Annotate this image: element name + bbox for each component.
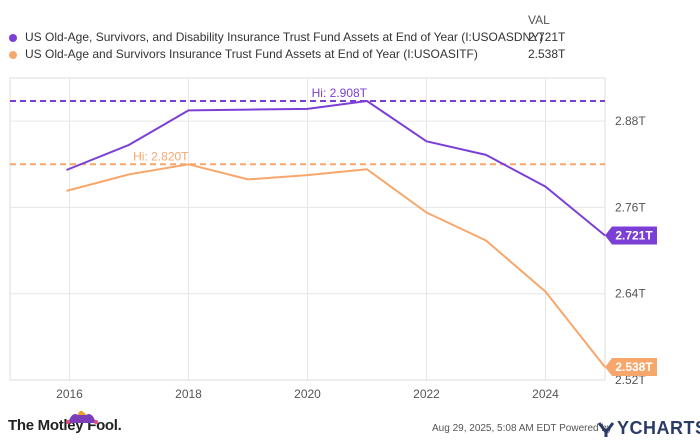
motley-fool-logo: The Motley Fool. bbox=[8, 417, 122, 434]
x-tick-label: 2022 bbox=[413, 387, 440, 401]
chart-footer: The Motley Fool. Aug 29, 2025, 5:08 AM E… bbox=[0, 405, 700, 443]
end-value-label: 2.538T bbox=[615, 360, 653, 374]
series-line-0 bbox=[66, 100, 606, 237]
legend-value-header: VAL bbox=[528, 13, 550, 27]
end-value-badge bbox=[605, 358, 657, 377]
x-tick-label: 2016 bbox=[56, 387, 83, 401]
end-value-badge bbox=[605, 226, 657, 245]
legend-item-usoasdny[interactable]: US Old-Age, Survivors, and Disability In… bbox=[0, 29, 700, 47]
chart-legend: VAL US Old-Age, Survivors, and Disabilit… bbox=[0, 0, 700, 70]
y-tick-label: 2.88T bbox=[615, 114, 646, 128]
legend-series-value: 2.721T bbox=[528, 30, 566, 44]
y-tick-label: 2.76T bbox=[615, 200, 646, 214]
legend-series-value: 2.538T bbox=[528, 47, 566, 61]
legend-dot-icon bbox=[9, 51, 17, 59]
ycharts-logo-icon bbox=[597, 422, 615, 437]
x-tick-label: 2020 bbox=[294, 387, 321, 401]
legend-series-name: US Old-Age and Survivors Insurance Trust… bbox=[25, 47, 478, 61]
line-chart: 2.64T 2.76T 2.88T 2.52T 2016 2018 2020 2022 2024… bbox=[9, 77, 657, 401]
jester-hat-icon bbox=[66, 411, 98, 424]
timestamp-powered-by: Aug 29, 2025, 5:08 AM EDT Powered by bbox=[432, 423, 612, 434]
y-tick-label: 2.64T bbox=[615, 287, 646, 301]
legend-series-name: US Old-Age, Survivors, and Disability In… bbox=[25, 30, 544, 44]
ycharts-wordmark: YCHARTS bbox=[617, 418, 700, 438]
x-tick-label: 2018 bbox=[175, 387, 202, 401]
x-tick-label: 2024 bbox=[532, 387, 559, 401]
series-line-1 bbox=[66, 163, 606, 368]
legend-item-usoasitf[interactable]: US Old-Age and Survivors Insurance Trust… bbox=[0, 46, 700, 64]
end-value-label: 2.721T bbox=[615, 228, 653, 242]
y-tick-label: 2.52T bbox=[615, 373, 646, 387]
hi-label: Hi: 2.820T bbox=[133, 149, 189, 163]
legend-dot-icon bbox=[9, 34, 17, 42]
hi-label: Hi: 2.908T bbox=[312, 86, 368, 100]
